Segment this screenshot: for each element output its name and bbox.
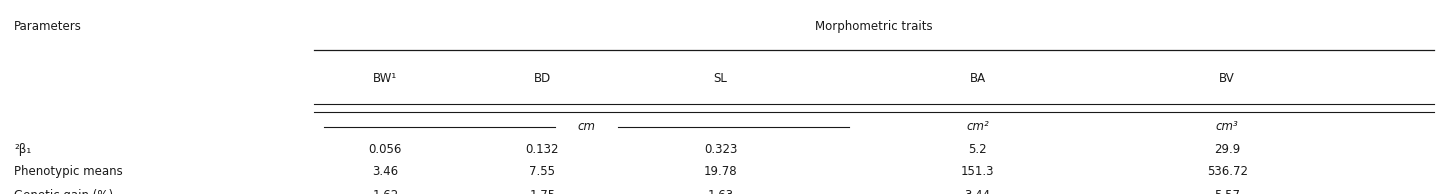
Text: 3.44: 3.44 [964, 189, 990, 194]
Text: cm: cm [578, 120, 595, 133]
Text: 1.63: 1.63 [707, 189, 734, 194]
Text: Parameters: Parameters [14, 20, 82, 33]
Text: 1.62: 1.62 [372, 189, 398, 194]
Text: 151.3: 151.3 [961, 165, 994, 178]
Text: SL: SL [714, 72, 727, 85]
Text: cm³: cm³ [1216, 120, 1239, 133]
Text: Morphometric traits: Morphometric traits [815, 20, 933, 33]
Text: 3.46: 3.46 [372, 165, 398, 178]
Text: Genetic gain (%): Genetic gain (%) [14, 189, 114, 194]
Text: BW¹: BW¹ [374, 72, 398, 85]
Text: 5.2: 5.2 [969, 143, 987, 156]
Text: BD: BD [533, 72, 550, 85]
Text: 0.132: 0.132 [526, 143, 559, 156]
Text: 0.056: 0.056 [369, 143, 402, 156]
Text: Phenotypic means: Phenotypic means [14, 165, 124, 178]
Text: 536.72: 536.72 [1207, 165, 1247, 178]
Text: 0.323: 0.323 [704, 143, 737, 156]
Text: 7.55: 7.55 [529, 165, 555, 178]
Text: ²β₁: ²β₁ [14, 143, 32, 156]
Text: 19.78: 19.78 [704, 165, 737, 178]
Text: 5.57: 5.57 [1214, 189, 1240, 194]
Text: cm²: cm² [966, 120, 989, 133]
Text: 1.75: 1.75 [529, 189, 555, 194]
Text: BV: BV [1220, 72, 1234, 85]
Text: 29.9: 29.9 [1214, 143, 1240, 156]
Text: BA: BA [970, 72, 986, 85]
